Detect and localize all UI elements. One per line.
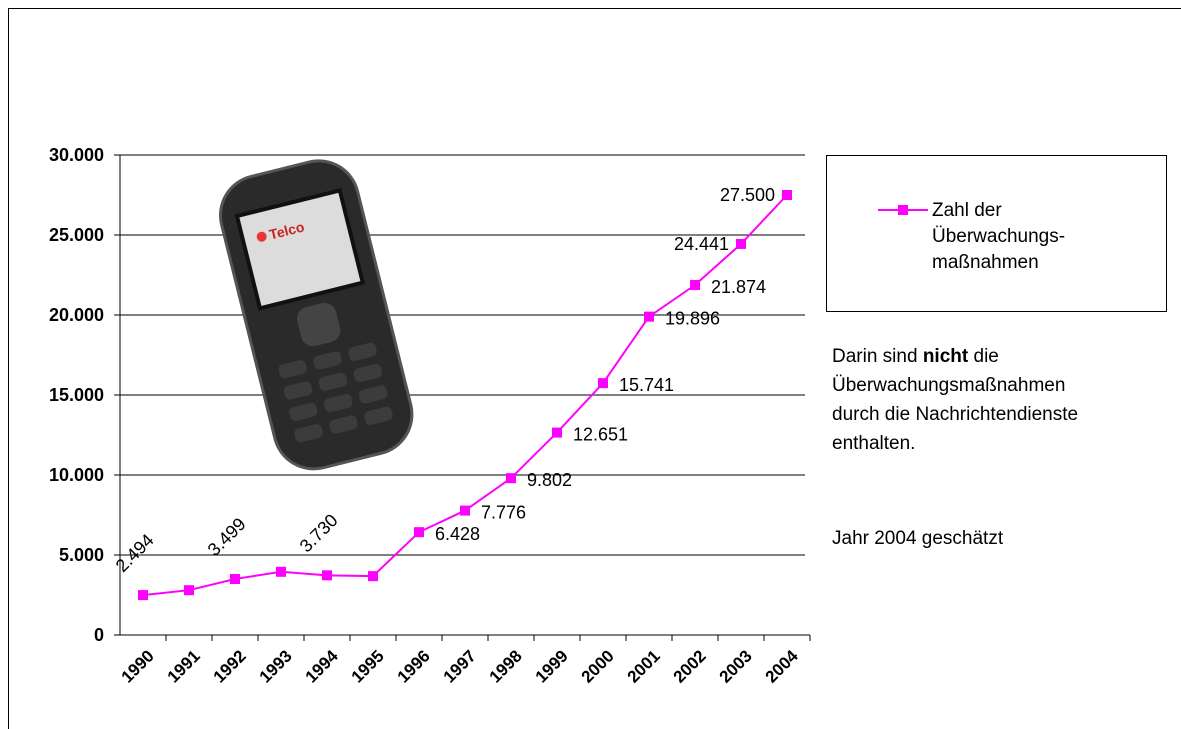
grid bbox=[120, 154, 805, 556]
frame bbox=[8, 8, 1181, 729]
note-bold: nicht bbox=[922, 346, 969, 367]
data-point bbox=[690, 280, 700, 291]
x-tick-label: 1991 bbox=[164, 646, 204, 686]
data-point bbox=[644, 311, 654, 322]
data-point bbox=[184, 585, 194, 596]
data-point bbox=[552, 427, 562, 438]
data-label: 24.441 bbox=[674, 234, 729, 254]
data-point bbox=[782, 190, 792, 200]
note-text: Darin sind bbox=[832, 346, 923, 367]
x-tick-label: 1997 bbox=[440, 646, 480, 686]
x-tick-label: 2004 bbox=[762, 646, 803, 687]
data-label: 7.776 bbox=[481, 503, 526, 523]
phone-image: Telco bbox=[218, 159, 414, 471]
data-label: 27.500 bbox=[720, 185, 775, 205]
legend-label: Zahl der Überwachungs-maßnahmen bbox=[932, 200, 1066, 273]
note: Jahr 2004 geschätzt bbox=[832, 528, 1004, 549]
y-tick-label: 30.000 bbox=[49, 145, 104, 165]
data-point bbox=[230, 574, 240, 585]
y-tick-label: 10.000 bbox=[49, 465, 104, 485]
y-tick-label: 25.000 bbox=[49, 225, 104, 245]
x-tick-label: 1996 bbox=[394, 646, 434, 686]
data-point bbox=[368, 571, 378, 582]
x-tick-label: 1998 bbox=[486, 646, 526, 686]
x-tick-label: 2001 bbox=[624, 646, 664, 686]
note: Darin sind nicht die Überwachungsmaßnahm… bbox=[832, 342, 1117, 458]
legend-box bbox=[826, 155, 1167, 312]
data-label: 21.874 bbox=[711, 277, 766, 297]
x-tick-label: 1995 bbox=[348, 646, 388, 686]
plot: 0 5.000 10.000 15.000 20.000 25.000 30.000 1990… bbox=[49, 145, 811, 687]
data-label: 19.896 bbox=[665, 309, 720, 329]
y-tick-label: 5.000 bbox=[59, 545, 104, 565]
data-point bbox=[506, 473, 516, 484]
data-point bbox=[460, 505, 470, 516]
note-text: die Überwachungsmaßnahmen durch die Nach… bbox=[832, 346, 1079, 454]
x-tick-label: 1990 bbox=[118, 646, 158, 686]
legend-marker bbox=[898, 205, 908, 215]
data-point bbox=[736, 238, 746, 249]
data-point bbox=[276, 566, 286, 577]
x-tick-label: 1999 bbox=[532, 646, 572, 686]
data-label: 9.802 bbox=[527, 470, 572, 490]
data-point bbox=[414, 527, 424, 538]
data-label: 6.428 bbox=[435, 524, 480, 544]
data-label: 12.651 bbox=[573, 425, 628, 445]
x-tick-label: 2003 bbox=[716, 646, 756, 686]
x-tick-label: 1992 bbox=[210, 646, 250, 686]
data-label: 3.499 bbox=[204, 514, 250, 560]
y-tick-label: 0 bbox=[94, 625, 104, 645]
y-tick-label: 20.000 bbox=[49, 305, 104, 325]
y-tick-label: 15.000 bbox=[49, 385, 104, 405]
data-label: 15.741 bbox=[619, 375, 674, 395]
data-point bbox=[138, 590, 148, 601]
x-tick-label: 1993 bbox=[256, 646, 296, 686]
data-point bbox=[598, 378, 608, 389]
x-tick-label: 1994 bbox=[302, 646, 343, 687]
x-tick-label: 2000 bbox=[578, 646, 618, 686]
data-label: 2.494 bbox=[112, 530, 158, 576]
x-tick-label: 2002 bbox=[670, 646, 710, 686]
data-point bbox=[322, 570, 332, 581]
data-label: 3.730 bbox=[296, 510, 342, 556]
legend bbox=[878, 205, 928, 215]
